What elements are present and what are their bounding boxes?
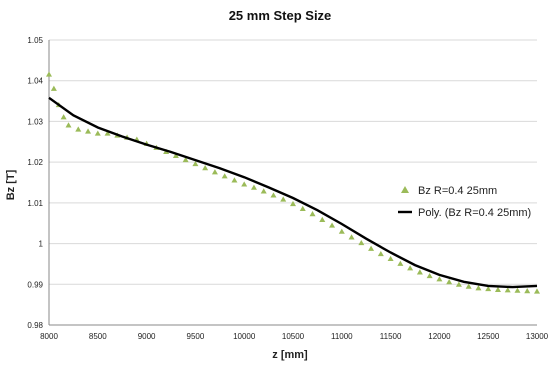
data-point: [436, 276, 443, 282]
data-point: [221, 173, 228, 179]
data-point: [416, 269, 423, 275]
data-point: [387, 255, 394, 262]
data-point: [475, 285, 482, 291]
legend: Bz R=0.4 25mm Poly. (Bz R=0.4 25mm): [398, 185, 531, 219]
x-tick-label: 11000: [331, 332, 353, 341]
x-tick-label: 11500: [380, 332, 402, 341]
y-tick-label: 1.01: [27, 199, 43, 208]
x-tick-label: 12000: [428, 332, 451, 341]
x-tick-label: 8000: [40, 332, 58, 341]
data-point: [299, 205, 306, 211]
data-point: [446, 279, 453, 285]
data-point: [397, 260, 404, 266]
x-tick-label: 10000: [233, 332, 256, 341]
x-tick-label: 10500: [282, 332, 305, 341]
y-tick-label: 0.99: [27, 280, 43, 289]
data-point: [358, 239, 365, 246]
x-tick-labels: 8000 8500 9000 9500 10000 10500 11000 11500 1200…: [40, 332, 548, 341]
data-point: [75, 126, 82, 132]
data-point: [524, 288, 531, 294]
legend-label-scatter: Bz R=0.4 25mm: [418, 185, 497, 197]
data-point: [241, 181, 248, 187]
data-point: [504, 287, 511, 293]
data-point: [534, 288, 540, 294]
data-point: [309, 211, 316, 217]
data-point: [319, 216, 326, 222]
data-point: [202, 165, 209, 171]
data-point: [280, 196, 287, 202]
x-tick-label: 8500: [89, 332, 107, 341]
x-tick-label: 9000: [138, 332, 156, 341]
data-point: [231, 177, 238, 183]
x-tick-label: 12500: [477, 332, 500, 341]
data-point: [290, 200, 296, 207]
legend-triangle-icon: [401, 186, 409, 193]
data-point: [270, 192, 277, 198]
trendline: [48, 96, 538, 289]
data-point: [514, 287, 521, 293]
y-axis-title: Bz [T]: [5, 169, 17, 200]
data-point: [494, 286, 501, 292]
y-tick-label: 1.04: [27, 77, 43, 86]
data-point: [46, 71, 52, 77]
data-point: [211, 169, 218, 175]
data-point: [50, 85, 57, 91]
data-point: [260, 188, 267, 194]
y-tick-label: 1.02: [27, 158, 43, 167]
data-point: [426, 272, 433, 279]
data-point: [192, 160, 199, 167]
data-point: [485, 285, 492, 292]
x-tick-label: 9500: [187, 332, 205, 341]
data-point: [85, 128, 92, 134]
data-point: [338, 228, 345, 234]
data-point: [65, 122, 72, 128]
data-point: [94, 130, 101, 136]
y-tick-label: 1.05: [27, 36, 43, 45]
data-point: [407, 265, 414, 271]
x-axis-title: z [mm]: [272, 349, 308, 361]
data-point: [182, 156, 189, 163]
grid: [49, 39, 537, 326]
legend-label-trend: Poly. (Bz R=0.4 25mm): [418, 207, 531, 219]
y-tick-labels: 0.98 0.99 1 1.01 1.02 1.03 1.04 1.05: [27, 36, 43, 330]
y-tick-label: 0.98: [27, 321, 43, 330]
data-point: [455, 281, 462, 287]
y-tick-label: 1: [39, 240, 44, 249]
data-point: [60, 114, 67, 120]
data-point: [104, 130, 111, 136]
data-point: [329, 222, 336, 228]
chart-title: 25 mm Step Size: [229, 8, 332, 23]
scatter-series: [46, 71, 540, 294]
data-point: [250, 184, 257, 190]
data-point: [348, 234, 355, 240]
x-tick-label: 13000: [526, 332, 548, 341]
data-point: [377, 250, 384, 257]
data-point: [465, 283, 472, 289]
data-point: [172, 152, 179, 159]
y-tick-label: 1.03: [27, 117, 43, 126]
data-point: [368, 245, 375, 251]
